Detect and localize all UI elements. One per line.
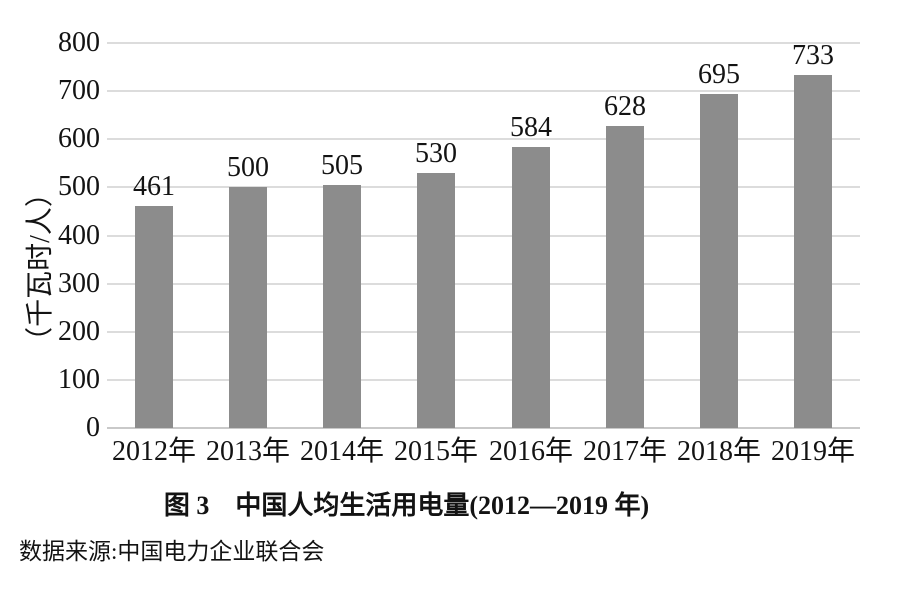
bar-value-label: 461 xyxy=(133,171,175,202)
x-tick-label: 2016年 xyxy=(488,436,573,467)
y-tick-label: 200 xyxy=(58,315,100,347)
bar xyxy=(135,206,173,428)
gridline xyxy=(107,90,860,93)
y-tick-label: 500 xyxy=(58,171,100,203)
y-tick-label: 0 xyxy=(86,412,100,443)
x-tick-label: 2013年 xyxy=(205,436,290,467)
x-tick-label: 2017年 xyxy=(582,436,667,467)
y-tick-label: 700 xyxy=(58,75,100,107)
bar xyxy=(606,126,644,428)
bar-value-label: 628 xyxy=(604,91,646,122)
figure-caption: 图 3 中国人均生活用电量(2012—2019 年) xyxy=(163,491,650,520)
bar xyxy=(700,94,738,428)
gridline xyxy=(107,42,860,44)
bar xyxy=(512,147,550,428)
gridline xyxy=(107,378,860,381)
x-tick-label: 2014年 xyxy=(299,436,384,467)
bar xyxy=(229,187,267,428)
bar-value-label: 584 xyxy=(510,112,552,143)
gridline xyxy=(107,138,860,141)
x-tick-label: 2019年 xyxy=(770,436,855,467)
data-source-note: 数据来源:中国电力企业联合会 xyxy=(19,539,325,564)
x-tick-label: 2015年 xyxy=(393,436,478,467)
bar-value-label: 733 xyxy=(792,40,834,71)
bar-value-label: 530 xyxy=(415,138,457,169)
bar xyxy=(794,75,832,428)
gridline xyxy=(107,330,860,333)
gridline xyxy=(107,186,860,189)
gridline xyxy=(107,282,860,285)
bar xyxy=(323,185,361,428)
y-tick-label: 800 xyxy=(58,27,100,58)
y-tick-label: 100 xyxy=(58,363,100,395)
y-tick-label: 300 xyxy=(58,267,100,299)
x-tick-label: 2018年 xyxy=(676,436,761,467)
bar xyxy=(417,173,455,428)
x-axis-baseline xyxy=(107,427,860,429)
x-tick-label: 2012年 xyxy=(111,436,196,467)
bar-value-label: 505 xyxy=(321,150,363,181)
y-tick-label: 400 xyxy=(58,219,100,251)
gridline xyxy=(107,234,860,237)
bar-value-label: 695 xyxy=(698,59,740,90)
y-tick-label: 600 xyxy=(58,123,100,155)
bar-value-label: 500 xyxy=(227,152,269,183)
